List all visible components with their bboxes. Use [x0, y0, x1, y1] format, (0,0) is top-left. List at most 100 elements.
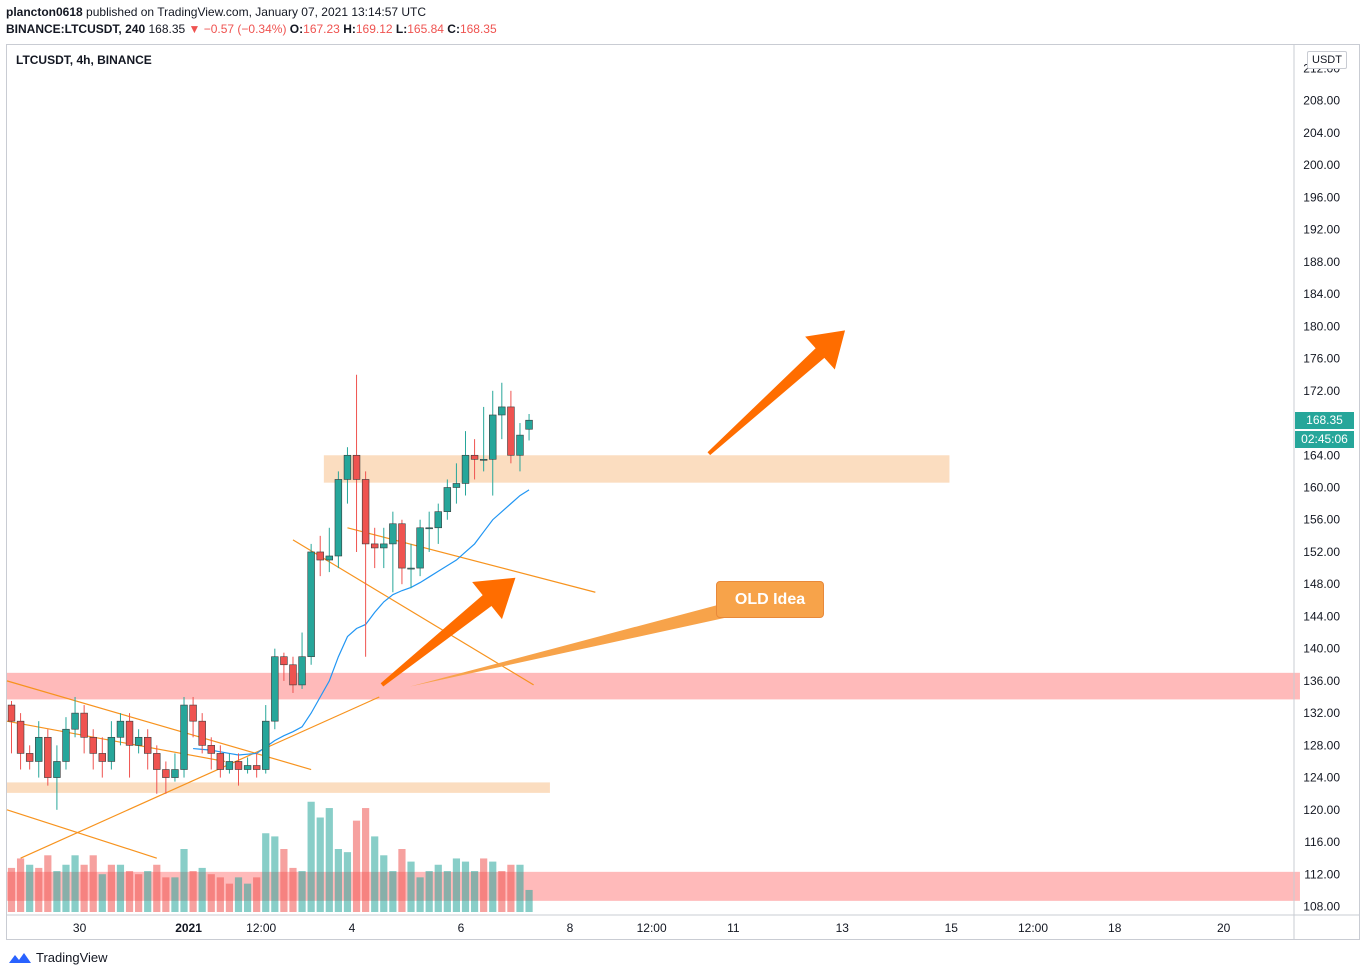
price-tick-label: 140.00	[1303, 642, 1340, 656]
volume-bar	[498, 871, 506, 912]
candle-body	[316, 551, 324, 561]
volume-bar	[480, 858, 488, 912]
close-value: 168.35	[459, 22, 497, 36]
price-tick-label: 148.00	[1303, 577, 1340, 591]
price-tick-label: 128.00	[1303, 738, 1340, 752]
candle-body	[443, 487, 452, 512]
author-name[interactable]: plancton0618	[6, 5, 83, 19]
candle-body	[35, 736, 43, 762]
candle-body	[489, 414, 497, 460]
volume-bar	[253, 877, 261, 912]
time-tick-label: 6	[458, 921, 465, 935]
volume-bar	[280, 849, 288, 912]
volume-bar	[371, 836, 379, 912]
candle-body	[107, 736, 116, 762]
volume-bar	[171, 877, 179, 912]
orange-arrow-upper	[707, 330, 846, 456]
time-tick-label: 15	[945, 921, 959, 935]
orange-zone-lower	[6, 782, 550, 793]
volume-bar	[89, 855, 97, 912]
time-tick-label: 12:00	[1018, 921, 1048, 935]
moving-average-line	[193, 489, 530, 756]
candle-body	[234, 761, 243, 770]
volume-bar	[461, 861, 470, 912]
candle-body	[134, 736, 143, 746]
candle-body	[89, 736, 97, 754]
moving-average-layer	[193, 489, 530, 756]
low-value: 165.84	[407, 22, 444, 36]
ohlc-header: BINANCE:LTCUSDT, 240 168.35 ▼ −0.57 (−0.…	[6, 22, 497, 36]
price-tick-label: 156.00	[1303, 513, 1340, 527]
volume-bar	[516, 864, 524, 912]
orange-arrow-lower	[380, 577, 516, 687]
volume-bar	[416, 877, 424, 912]
close-label: C:	[447, 22, 460, 36]
candle-body	[461, 454, 470, 484]
volume-bar	[98, 874, 106, 912]
time-tick-label: 2021	[175, 921, 202, 935]
volume-bar	[116, 864, 125, 912]
price-tick-label: 180.00	[1303, 319, 1340, 333]
candles-layer	[7, 374, 533, 810]
arrows-layer	[380, 330, 846, 687]
volume-bar	[35, 867, 43, 912]
time-tick-label: 8	[567, 921, 574, 935]
candle-body	[389, 523, 397, 545]
volume-bar	[198, 867, 206, 912]
volume-bar	[334, 849, 342, 912]
trendlines-layer	[6, 527, 596, 859]
trendline	[347, 527, 596, 593]
time-tick-label: 20	[1217, 921, 1231, 935]
volume-bar	[44, 855, 52, 912]
volume-bar	[125, 871, 134, 912]
volume-bar	[243, 883, 252, 912]
candle-body	[116, 720, 125, 738]
currency-badge[interactable]: USDT	[1307, 51, 1347, 69]
candle-body	[507, 406, 515, 456]
candle-body	[334, 479, 343, 557]
last-price-tag: 168.35	[1295, 412, 1354, 429]
candle-body	[98, 753, 107, 762]
tradingview-icon	[9, 952, 31, 963]
candle-body	[407, 567, 415, 570]
old-idea-callout[interactable]: OLD Idea	[716, 581, 824, 618]
symbol-line: BINANCE:LTCUSDT, 240	[6, 22, 146, 36]
candle-body	[361, 479, 370, 545]
candle-body	[307, 551, 315, 658]
tradingview-logo[interactable]: TradingView	[8, 950, 108, 965]
price-tick-label: 172.00	[1303, 384, 1340, 398]
price-tick-label: 116.00	[1304, 835, 1340, 849]
volume-bar	[407, 861, 415, 912]
trendline	[6, 720, 225, 763]
candle-body	[243, 765, 252, 770]
change-value: ▼ −0.57 (−0.34%)	[188, 22, 287, 36]
price-tick-label: 188.00	[1303, 255, 1340, 269]
volume-bar	[289, 867, 297, 912]
volume-bar	[216, 877, 224, 912]
candle-body	[452, 483, 461, 488]
volume-bar	[53, 871, 61, 912]
volume-bar	[271, 836, 279, 912]
candle-body	[162, 769, 170, 778]
volume-bar	[189, 871, 197, 912]
candle-body	[434, 511, 442, 529]
chart-frame	[6, 44, 1360, 940]
volume-bar	[525, 889, 533, 912]
candle-body	[207, 745, 215, 754]
volume-bar	[225, 883, 234, 912]
candle-body	[189, 704, 197, 722]
volume-bar	[434, 864, 442, 912]
candle-body	[416, 527, 424, 569]
zones-layer	[6, 455, 1300, 901]
candle-body	[53, 761, 61, 778]
trendline	[20, 696, 380, 859]
volume-bar	[443, 871, 451, 912]
price-tick-label: 124.00	[1303, 771, 1340, 785]
price-tick-label: 136.00	[1303, 674, 1340, 688]
volume-bar	[153, 864, 161, 912]
price-tick-label: 176.00	[1303, 352, 1340, 366]
time-tick-label: 12:00	[637, 921, 667, 935]
price-tick-label: 200.00	[1303, 158, 1340, 172]
price-tick-label: 164.00	[1303, 448, 1340, 462]
